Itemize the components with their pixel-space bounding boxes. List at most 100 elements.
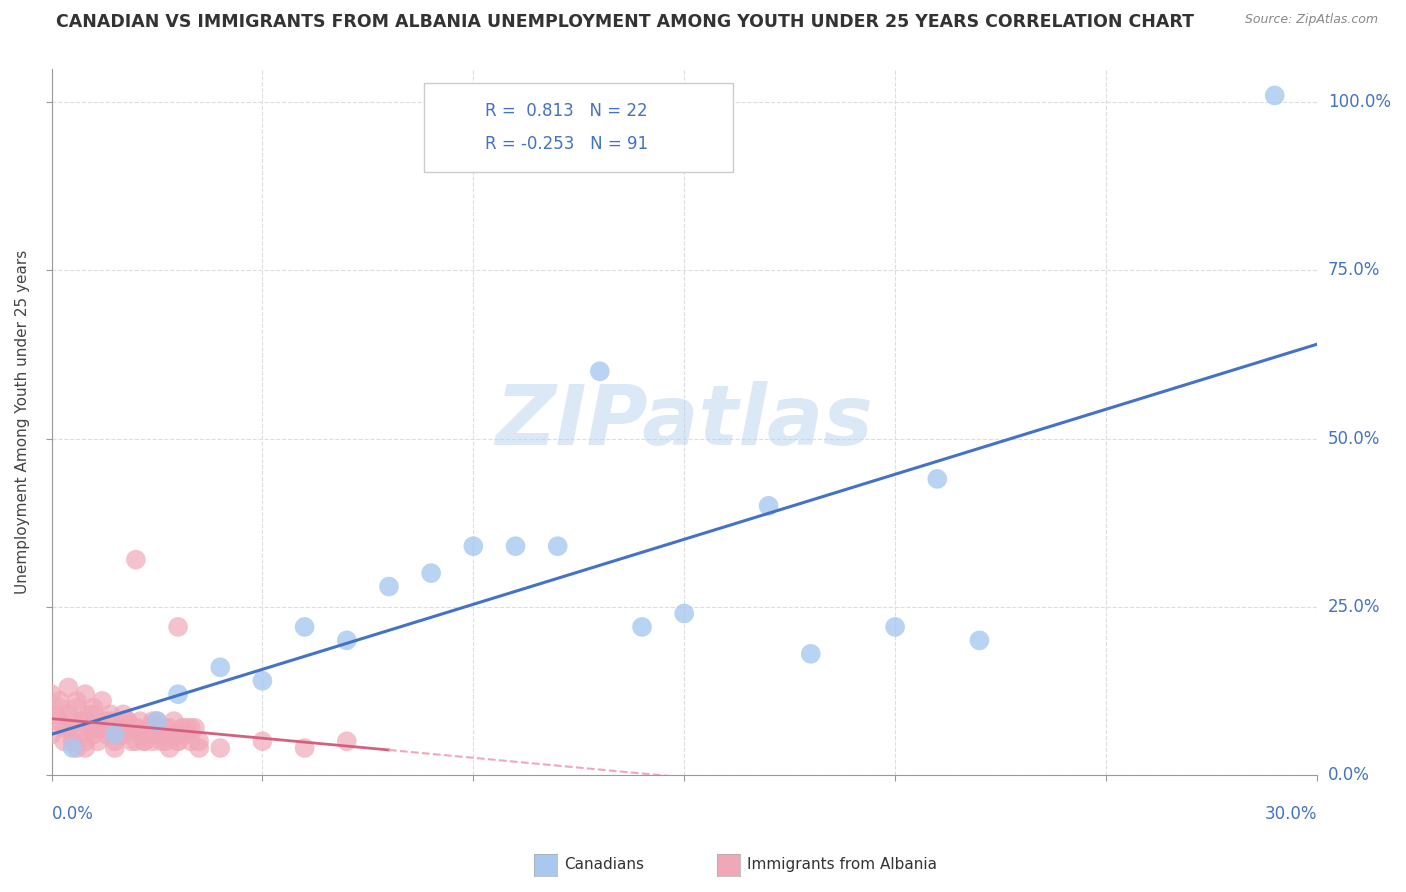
Point xyxy=(83,700,105,714)
Point xyxy=(184,721,207,735)
Point xyxy=(758,499,780,513)
Point xyxy=(91,694,114,708)
Point xyxy=(108,727,131,741)
Point xyxy=(79,707,101,722)
Point xyxy=(589,364,612,378)
Point xyxy=(58,681,80,695)
Point xyxy=(49,714,72,728)
Point xyxy=(79,721,101,735)
Point xyxy=(87,721,110,735)
Point xyxy=(159,741,181,756)
Point xyxy=(146,714,169,728)
Point xyxy=(172,721,194,735)
Point xyxy=(117,714,139,728)
Point xyxy=(176,727,198,741)
Point xyxy=(100,707,122,722)
Point xyxy=(252,734,274,748)
Point xyxy=(150,734,173,748)
Point xyxy=(117,714,139,728)
Text: 30.0%: 30.0% xyxy=(1264,805,1317,823)
Point xyxy=(294,620,316,634)
Point xyxy=(121,721,143,735)
Point xyxy=(66,694,89,708)
Text: ZIPatlas: ZIPatlas xyxy=(495,381,873,462)
Text: Canadians: Canadians xyxy=(564,857,644,872)
Point xyxy=(62,741,84,756)
Point xyxy=(167,727,190,741)
Point xyxy=(172,727,194,741)
Point xyxy=(180,734,202,748)
Text: 0.0%: 0.0% xyxy=(1329,766,1369,784)
Text: CANADIAN VS IMMIGRANTS FROM ALBANIA UNEMPLOYMENT AMONG YOUTH UNDER 25 YEARS CORR: CANADIAN VS IMMIGRANTS FROM ALBANIA UNEM… xyxy=(56,13,1194,31)
Point xyxy=(108,721,131,735)
Point xyxy=(58,707,80,722)
Point xyxy=(66,700,89,714)
Point xyxy=(167,620,190,634)
Point xyxy=(129,714,152,728)
Point xyxy=(134,734,156,748)
Point xyxy=(62,727,84,741)
Point xyxy=(41,687,63,701)
Point xyxy=(87,734,110,748)
Point xyxy=(378,580,401,594)
Point xyxy=(75,734,97,748)
Point xyxy=(146,727,169,741)
Point xyxy=(336,734,359,748)
Point xyxy=(125,734,148,748)
Text: Source: ZipAtlas.com: Source: ZipAtlas.com xyxy=(1244,13,1378,27)
Text: Immigrants from Albania: Immigrants from Albania xyxy=(747,857,936,872)
Point xyxy=(138,721,160,735)
Point xyxy=(969,633,991,648)
Point xyxy=(188,734,211,748)
Point xyxy=(112,727,135,741)
Point xyxy=(800,647,823,661)
Point xyxy=(121,734,143,748)
Point xyxy=(125,721,148,735)
Point xyxy=(188,741,211,756)
Point xyxy=(142,727,165,741)
Point xyxy=(83,721,105,735)
Point xyxy=(45,707,67,722)
Point xyxy=(159,721,181,735)
Point xyxy=(53,721,76,735)
Point xyxy=(96,714,118,728)
Point xyxy=(49,700,72,714)
Point xyxy=(49,694,72,708)
Point xyxy=(673,607,696,621)
Point xyxy=(104,727,127,741)
Point xyxy=(547,539,569,553)
Point xyxy=(336,633,359,648)
Text: R =  0.813   N = 22: R = 0.813 N = 22 xyxy=(485,102,647,120)
Point xyxy=(75,741,97,756)
Point xyxy=(70,727,93,741)
Point xyxy=(41,727,63,741)
Point xyxy=(66,741,89,756)
Point xyxy=(108,727,131,741)
Text: 25.0%: 25.0% xyxy=(1329,598,1381,615)
Point xyxy=(83,727,105,741)
Point xyxy=(150,727,173,741)
Point xyxy=(138,727,160,741)
Point xyxy=(1264,88,1286,103)
Point xyxy=(142,714,165,728)
Point xyxy=(420,566,443,580)
Text: 0.0%: 0.0% xyxy=(52,805,93,823)
Point xyxy=(176,721,198,735)
Point xyxy=(927,472,949,486)
Point xyxy=(180,721,202,735)
Point xyxy=(53,734,76,748)
Point xyxy=(125,552,148,566)
Point xyxy=(167,687,190,701)
Point xyxy=(75,714,97,728)
Point xyxy=(167,734,190,748)
Point xyxy=(104,741,127,756)
Point xyxy=(112,707,135,722)
Point xyxy=(100,714,122,728)
Point xyxy=(209,741,232,756)
Y-axis label: Unemployment Among Youth under 25 years: Unemployment Among Youth under 25 years xyxy=(15,250,30,594)
Point xyxy=(155,721,177,735)
Point xyxy=(91,721,114,735)
Point xyxy=(83,707,105,722)
Point xyxy=(252,673,274,688)
Point xyxy=(104,727,127,741)
